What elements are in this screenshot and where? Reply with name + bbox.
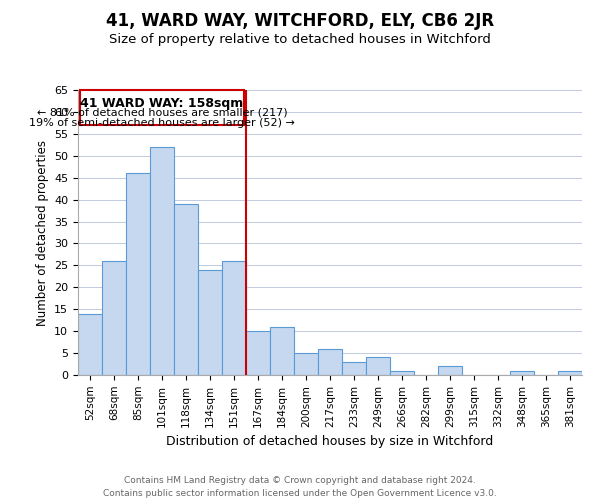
Bar <box>102 261 126 375</box>
Text: Size of property relative to detached houses in Witchford: Size of property relative to detached ho… <box>109 32 491 46</box>
Bar <box>198 270 222 375</box>
Bar <box>366 358 390 375</box>
Bar <box>390 370 414 375</box>
Bar <box>174 204 198 375</box>
Text: Contains public sector information licensed under the Open Government Licence v3: Contains public sector information licen… <box>103 489 497 498</box>
Bar <box>342 362 366 375</box>
Bar <box>126 174 150 375</box>
Text: ← 81% of detached houses are smaller (217): ← 81% of detached houses are smaller (21… <box>37 108 287 118</box>
Text: 41 WARD WAY: 158sqm: 41 WARD WAY: 158sqm <box>80 96 244 110</box>
Bar <box>294 353 318 375</box>
Bar <box>438 366 462 375</box>
Text: 19% of semi-detached houses are larger (52) →: 19% of semi-detached houses are larger (… <box>29 118 295 128</box>
Text: Contains HM Land Registry data © Crown copyright and database right 2024.: Contains HM Land Registry data © Crown c… <box>124 476 476 485</box>
Bar <box>510 370 534 375</box>
Y-axis label: Number of detached properties: Number of detached properties <box>35 140 49 326</box>
Bar <box>318 348 342 375</box>
X-axis label: Distribution of detached houses by size in Witchford: Distribution of detached houses by size … <box>166 435 494 448</box>
Polygon shape <box>80 90 244 125</box>
Bar <box>150 147 174 375</box>
Bar <box>270 327 294 375</box>
Bar <box>246 331 270 375</box>
Bar <box>78 314 102 375</box>
Bar <box>558 370 582 375</box>
Text: 41, WARD WAY, WITCHFORD, ELY, CB6 2JR: 41, WARD WAY, WITCHFORD, ELY, CB6 2JR <box>106 12 494 30</box>
Bar <box>222 261 246 375</box>
